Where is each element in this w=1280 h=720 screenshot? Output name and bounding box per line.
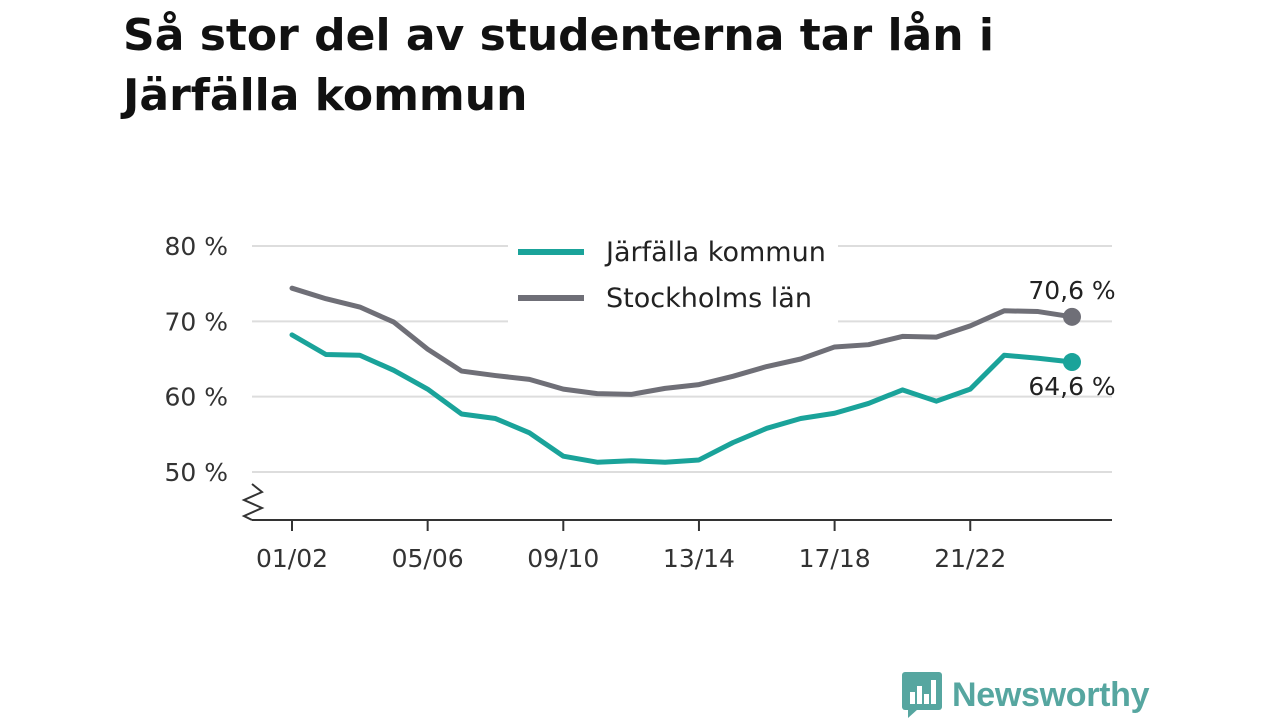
x-tick-label: 21/22 xyxy=(934,544,1006,573)
series-end-point-0 xyxy=(1063,353,1081,372)
bar-chart-speech-bubble-icon xyxy=(902,672,942,718)
x-tick-label: 17/18 xyxy=(799,544,871,573)
y-tick-label: 50 % xyxy=(164,458,228,487)
newsworthy-logo: Newsworthy xyxy=(902,670,1150,720)
y-tick-label: 80 % xyxy=(164,232,228,261)
series-line-0 xyxy=(289,332,1075,465)
x-tick-label: 05/06 xyxy=(392,544,464,573)
axis-break-mark xyxy=(241,483,265,521)
y-tick-label: 60 % xyxy=(164,383,228,412)
series-end-point-1 xyxy=(1063,307,1081,326)
end-value-label-0: 64,6 % xyxy=(1028,372,1115,401)
x-tick-label: 13/14 xyxy=(663,544,735,573)
x-tick-label: 09/10 xyxy=(527,544,599,573)
series-lines xyxy=(289,285,1081,465)
legend-label: Stockholms län xyxy=(606,283,812,314)
x-tick-label: 01/02 xyxy=(256,544,328,573)
legend-label: Järfälla kommun xyxy=(604,237,826,268)
series-line-1 xyxy=(289,285,1075,397)
y-tick-label: 70 % xyxy=(164,307,228,336)
end-value-label-1: 70,6 % xyxy=(1028,276,1115,305)
legend: Järfälla kommun Stockholms län xyxy=(508,228,838,324)
x-axis: 01/02 05/06 09/10 13/14 17/18 21/22 xyxy=(241,483,1112,573)
legend-background xyxy=(508,228,838,324)
end-labels: 64,6 % 70,6 % xyxy=(1028,276,1115,401)
y-axis-tick-labels: 50 % 60 % 70 % 80 % xyxy=(164,232,228,487)
chart-title: Så stor del av studenterna tar lån i Jär… xyxy=(123,10,994,121)
brand-name: Newsworthy xyxy=(952,675,1150,714)
